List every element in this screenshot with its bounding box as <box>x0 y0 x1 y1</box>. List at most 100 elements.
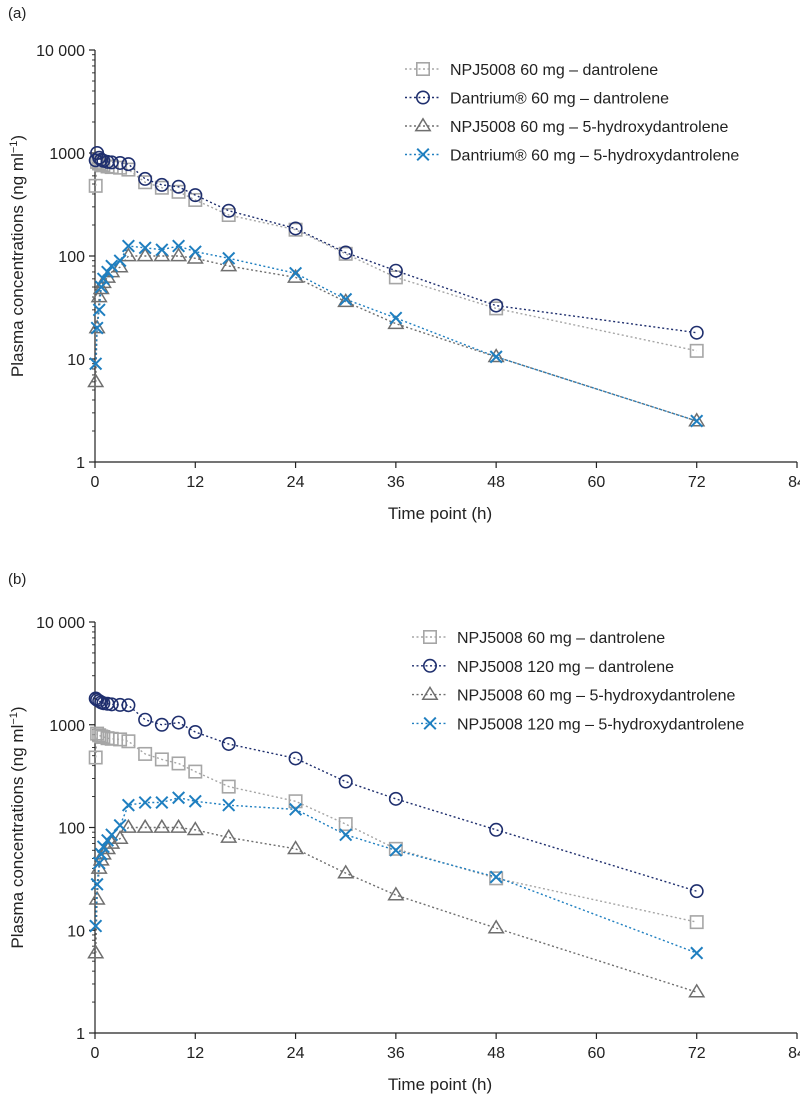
panel-b-series-2 <box>88 691 704 899</box>
panel-b-series-4-point <box>94 847 108 861</box>
panel-b: (b) 1 10 100 1000 10 000 0 12 24 36 48 60 72 84 Time p… <box>8 571 800 1094</box>
panel-a-legend-marker <box>416 147 430 162</box>
panel-a-series-3-point <box>88 319 106 334</box>
panel-b-legend-label: NPJ5008 60 mg – 5-hydroxydantrolene <box>457 688 735 705</box>
panel-b-series-4-point <box>289 802 303 816</box>
panel-a-series-3-point <box>87 373 105 388</box>
panel-a-y-tick-label: 1000 <box>49 146 85 163</box>
panel-a-y-tick-label: 10 <box>67 352 85 369</box>
panel-a-series-2-point <box>489 298 504 313</box>
panel-a-series-3-point <box>337 293 355 308</box>
panel-b-series-4-point <box>138 796 152 810</box>
panel-a-legend-label: NPJ5008 60 mg – 5-hydroxydantrolene <box>450 119 728 136</box>
panel-a-series-4-point <box>222 251 236 265</box>
panel-b-series-4-point <box>339 828 353 842</box>
panel-b-y-axis-label-main: Plasma concentrations (ng ml <box>8 725 27 949</box>
panel-b-series-1-point <box>171 756 186 771</box>
panel-a-series-4-point <box>90 321 104 335</box>
panel-a-series-2-point <box>689 325 704 340</box>
panel-b-y-tick-label: 1000 <box>49 718 85 735</box>
panel-a-label: (a) <box>8 5 26 22</box>
panel-b-series-1-point <box>221 779 236 794</box>
panel-b-series-1-point <box>338 817 353 832</box>
panel-b-series-1-point <box>121 734 136 749</box>
panel-b-x-tick-label: 72 <box>688 1045 706 1062</box>
panel-b-series-2-point <box>154 717 169 732</box>
panel-a-series-1-point <box>489 301 504 316</box>
panel-a-series-2-point <box>171 179 186 194</box>
panel-b-series-4-point <box>113 818 127 832</box>
panel-b-series-1-point <box>689 915 704 930</box>
panel-a-series-3-point <box>220 257 238 272</box>
panel-b-series-2-point <box>113 697 128 712</box>
panel-b-series-1-point <box>138 746 153 761</box>
panel-a-series-1-point <box>221 208 236 223</box>
panel-b-series-3-point <box>186 821 204 836</box>
panel-a-x-axis-label: Time point (h) <box>388 504 492 523</box>
panel-a-y-axis-label: Plasma concentrations (ng ml−1) <box>8 135 27 377</box>
panel-b-x-axis-label: Time point (h) <box>388 1075 492 1094</box>
panel-a-series-4-point <box>101 265 115 279</box>
panel-b-series-1 <box>88 726 704 930</box>
panel-a-series-4 <box>89 239 704 428</box>
panel-b-series-3-point <box>170 818 188 833</box>
panel-b-x-tick-label: 48 <box>487 1045 505 1062</box>
panel-b-series-4-point <box>222 798 236 812</box>
panel-a-series-4-point <box>172 239 186 253</box>
panel-b-series-2-point <box>689 884 704 899</box>
panel-a-y-tick-label: 100 <box>58 249 85 266</box>
panel-a: (a) 1 10 100 1000 10 000 0 12 24 36 48 60 72 84 Time p… <box>8 5 800 523</box>
panel-a-y-axis-label-sup: −1 <box>8 141 20 154</box>
panel-b-x-tick-label: 84 <box>788 1045 800 1062</box>
panel-a-x-tick-label: 60 <box>588 474 606 491</box>
panel-b-series-4-point <box>188 794 202 808</box>
panel-b-y-tick-label: 100 <box>58 821 85 838</box>
panel-b-series-4-point <box>121 798 135 812</box>
panel-a-series-1-point <box>689 343 704 358</box>
panel-a-legend: NPJ5008 60 mg – dantrolene Dantrium® 60 m… <box>405 61 739 165</box>
panel-b-y-axis-label-sup: −1 <box>8 712 20 725</box>
panel-b-series-1-point <box>88 750 103 765</box>
panel-a-series-3-point <box>688 412 706 427</box>
panel-a-series-2-point <box>188 188 203 203</box>
panel-a-series-4-point <box>92 303 106 317</box>
panel-a-series-3-point <box>90 288 108 303</box>
panel-a-series-1-point <box>188 192 203 207</box>
panel-b-y-tick-label: 10 <box>67 923 85 940</box>
panel-b-series-2-point <box>171 715 186 730</box>
panel-b-series-3-line <box>95 826 697 993</box>
panel-b-series-2-point <box>96 696 111 711</box>
panel-a-legend-label: Dantrium® 60 mg – dantrolene <box>450 91 669 108</box>
panel-a-series-1-point <box>171 184 186 199</box>
panel-a-x-tick-label: 72 <box>688 474 706 491</box>
panel-a-series-3-point <box>186 249 204 264</box>
panel-b-series-2-point <box>338 774 353 789</box>
panel-a-legend-label: Dantrium® 60 mg – 5-hydroxydantrolene <box>450 148 739 165</box>
panel-a-series-2-point <box>288 221 303 236</box>
panel-b-legend-label: NPJ5008 120 mg – dantrolene <box>457 659 674 676</box>
panel-b-series-2-point <box>388 791 403 806</box>
panel-a-series-2-point <box>92 150 107 165</box>
panel-b-label: (b) <box>8 571 26 588</box>
panel-a-series-4-point <box>113 254 127 268</box>
panel-a-series-2-point <box>221 203 236 218</box>
panel-b-x-tick-label: 12 <box>186 1045 204 1062</box>
panel-b-legend-label: NPJ5008 60 mg – dantrolene <box>457 630 665 647</box>
panel-b-series-1-point <box>154 752 169 767</box>
panel-b-series-3-point <box>136 818 154 833</box>
panel-b-series-1-point <box>96 729 111 744</box>
panel-b-y-axis-label-suffix: ) <box>8 706 27 712</box>
panel-a-x-tick-label: 24 <box>287 474 305 491</box>
panel-b-legend-marker <box>423 716 437 730</box>
panel-a-x-tick-label: 84 <box>788 474 800 491</box>
panel-b-series-1-point <box>188 764 203 779</box>
panel-a-series-3 <box>87 247 706 427</box>
panel-a-series-3-point <box>170 247 188 262</box>
panel-b-series-4-point <box>172 791 186 805</box>
panel-a-x-tick-label: 0 <box>91 474 100 491</box>
panel-a-series-2-point <box>121 157 136 172</box>
panel-b-x-tick-label: 0 <box>91 1045 100 1062</box>
panel-a-series-3-point <box>487 348 505 363</box>
panel-b-legend-marker <box>422 658 437 673</box>
